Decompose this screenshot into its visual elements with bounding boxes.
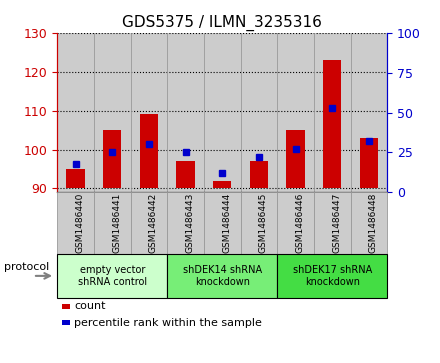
Bar <box>167 33 204 192</box>
Text: GSM1486443: GSM1486443 <box>186 193 194 253</box>
Text: protocol: protocol <box>4 262 50 272</box>
Bar <box>360 138 378 188</box>
Bar <box>140 114 158 188</box>
Bar <box>57 33 94 192</box>
Text: empty vector
shRNA control: empty vector shRNA control <box>77 265 147 287</box>
Text: percentile rank within the sample: percentile rank within the sample <box>74 318 262 327</box>
Bar <box>286 130 305 188</box>
Title: GDS5375 / ILMN_3235316: GDS5375 / ILMN_3235316 <box>122 15 322 31</box>
Bar <box>250 161 268 188</box>
Bar <box>204 33 241 192</box>
Bar <box>277 33 314 192</box>
Text: GSM1486442: GSM1486442 <box>149 193 158 253</box>
Text: GSM1486447: GSM1486447 <box>332 193 341 253</box>
Text: count: count <box>74 301 106 311</box>
Bar <box>314 33 351 192</box>
Bar <box>66 169 85 188</box>
Text: GSM1486446: GSM1486446 <box>296 193 304 253</box>
Text: GSM1486440: GSM1486440 <box>76 193 84 253</box>
Text: GSM1486448: GSM1486448 <box>369 193 378 253</box>
Bar <box>241 33 277 192</box>
Bar <box>176 161 195 188</box>
Text: shDEK14 shRNA
knockdown: shDEK14 shRNA knockdown <box>183 265 262 287</box>
Bar <box>213 181 231 188</box>
Bar <box>351 33 387 192</box>
Text: GSM1486444: GSM1486444 <box>222 193 231 253</box>
Text: GSM1486441: GSM1486441 <box>112 193 121 253</box>
Bar <box>103 130 121 188</box>
Bar <box>323 60 341 188</box>
Bar <box>131 33 167 192</box>
Text: GSM1486445: GSM1486445 <box>259 193 268 253</box>
Bar <box>94 33 131 192</box>
Text: shDEK17 shRNA
knockdown: shDEK17 shRNA knockdown <box>293 265 372 287</box>
